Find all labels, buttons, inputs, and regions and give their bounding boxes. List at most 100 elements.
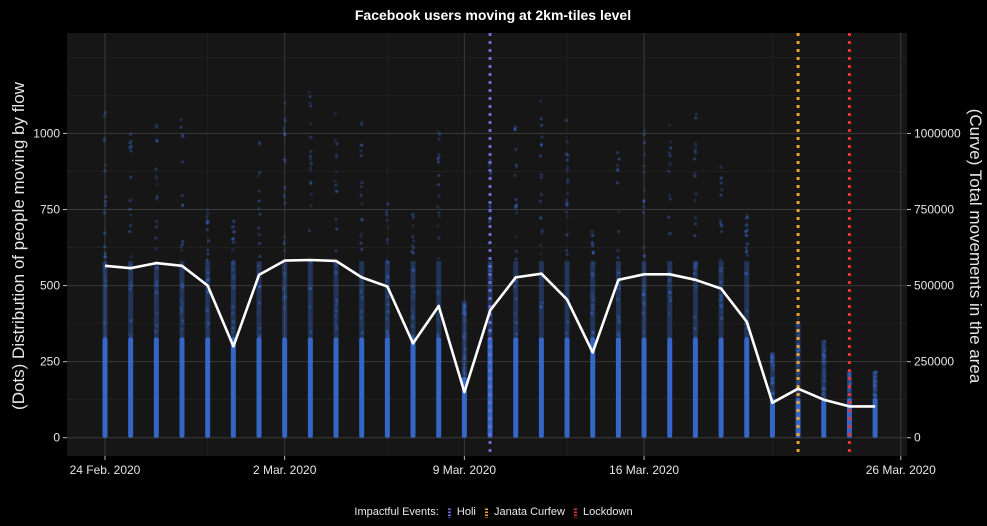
dot-26-10 [771, 366, 775, 370]
dot-12-17 [412, 290, 416, 294]
dot-column-4 [205, 337, 211, 438]
dot-7-10 [283, 160, 287, 164]
dot-21-11 [641, 330, 646, 334]
dot-5-8 [230, 225, 235, 229]
dot-17-17 [540, 231, 544, 235]
dot-27-10 [796, 363, 800, 368]
dot-4-21 [206, 320, 210, 324]
dot-column-5 [230, 337, 236, 438]
dot-6-8 [257, 264, 261, 268]
dot-17-16 [539, 243, 543, 247]
dot-15-5 [487, 268, 491, 272]
dot-19-13 [590, 335, 595, 339]
dot-8-3 [309, 122, 313, 126]
dot-3-10 [180, 248, 184, 252]
dot-25-7 [745, 253, 750, 257]
dot-6-2 [258, 212, 262, 216]
dot-14-4 [463, 355, 467, 360]
dot-1-10 [129, 144, 134, 148]
dot-21-3 [643, 129, 647, 133]
dot-7-0 [282, 158, 286, 162]
dot-24-8 [720, 230, 724, 234]
dot-column-12 [410, 337, 416, 438]
dot-14-2 [462, 306, 466, 310]
dot-12-18 [412, 239, 416, 243]
dot-column-mid-24 [718, 261, 724, 338]
dot-21-18 [642, 302, 647, 306]
dot-24-5 [719, 165, 723, 169]
dot-16-17 [515, 210, 519, 215]
dot-4-17 [205, 215, 209, 219]
dot-21-4 [642, 132, 646, 137]
dot-2-16 [154, 236, 158, 240]
dot-13-14 [436, 183, 440, 187]
dot-12-15 [411, 251, 415, 255]
dot-11-6 [385, 240, 390, 245]
dot-16-9 [514, 207, 518, 211]
dot-10-10 [359, 241, 363, 245]
dot-23-11 [694, 285, 698, 290]
dot-column-mid-9 [333, 261, 339, 338]
dot-24-7 [719, 280, 723, 284]
dot-20-18 [617, 157, 621, 161]
dot-11-2 [386, 303, 390, 307]
dot-24-2 [719, 181, 723, 185]
dot-5-19 [231, 267, 235, 271]
dot-28-11 [821, 392, 825, 396]
dot-20-6 [616, 332, 620, 336]
dot-7-1 [283, 295, 287, 299]
dot-12-3 [410, 249, 414, 254]
dot-23-16 [694, 151, 698, 155]
dot-8-18 [308, 95, 312, 99]
dot-6-6 [257, 226, 261, 230]
dot-2-15 [154, 125, 158, 129]
dot-28-4 [822, 378, 826, 383]
dot-6-19 [257, 199, 261, 203]
dot-13-19 [436, 157, 440, 161]
dot-14-0 [463, 353, 467, 357]
dot-7-6 [283, 119, 287, 123]
dot-12-1 [411, 295, 415, 299]
dot-1-18 [129, 198, 134, 202]
y-right-tick-label-1: 250000 [914, 355, 954, 369]
chart-title: Facebook users moving at 2km-tiles level [355, 7, 631, 23]
dot-7-21 [282, 126, 286, 130]
dot-5-12 [232, 230, 236, 234]
dot-8-8 [308, 157, 313, 161]
dot-19-19 [590, 229, 594, 234]
dot-column-3 [179, 337, 185, 438]
dot-25-8 [745, 223, 749, 227]
dot-12-4 [410, 324, 414, 328]
dot-column-mid-2 [153, 261, 159, 338]
dot-column-mid-27 [795, 322, 801, 399]
dot-21-10 [642, 164, 646, 168]
dot-5-6 [231, 305, 235, 309]
dot-3-15 [180, 194, 184, 198]
dot-27-17 [797, 380, 801, 384]
dot-column-21 [641, 337, 647, 438]
dot-12-14 [411, 316, 415, 320]
dot-1-6 [128, 318, 133, 323]
dot-12-2 [410, 334, 415, 338]
dot-16-5 [514, 163, 518, 167]
dot-8-16 [308, 180, 313, 184]
dot-8-20 [308, 286, 312, 291]
dot-16-7 [513, 205, 518, 209]
dot-15-1 [488, 276, 493, 280]
dot-24-9 [719, 222, 723, 227]
dot-17-2 [539, 251, 543, 256]
dot-27-19 [796, 316, 800, 320]
dot-21-8 [642, 188, 647, 193]
dot-10-21 [360, 247, 364, 252]
dot-column-mid-5 [230, 261, 236, 338]
x-tick-label-4: 26 Mar. 2020 [866, 463, 936, 477]
legend-title: Impactful Events: [354, 506, 439, 519]
dot-13-16 [436, 129, 440, 134]
dot-0-2 [103, 255, 108, 259]
dot-28-5 [822, 391, 826, 395]
y-right-tick-label-4: 1000000 [914, 126, 961, 140]
dot-3-5 [179, 312, 183, 316]
y-right-tick-label-3: 750000 [914, 203, 954, 217]
dot-0-6 [103, 169, 107, 173]
dot-21-16 [641, 211, 646, 215]
